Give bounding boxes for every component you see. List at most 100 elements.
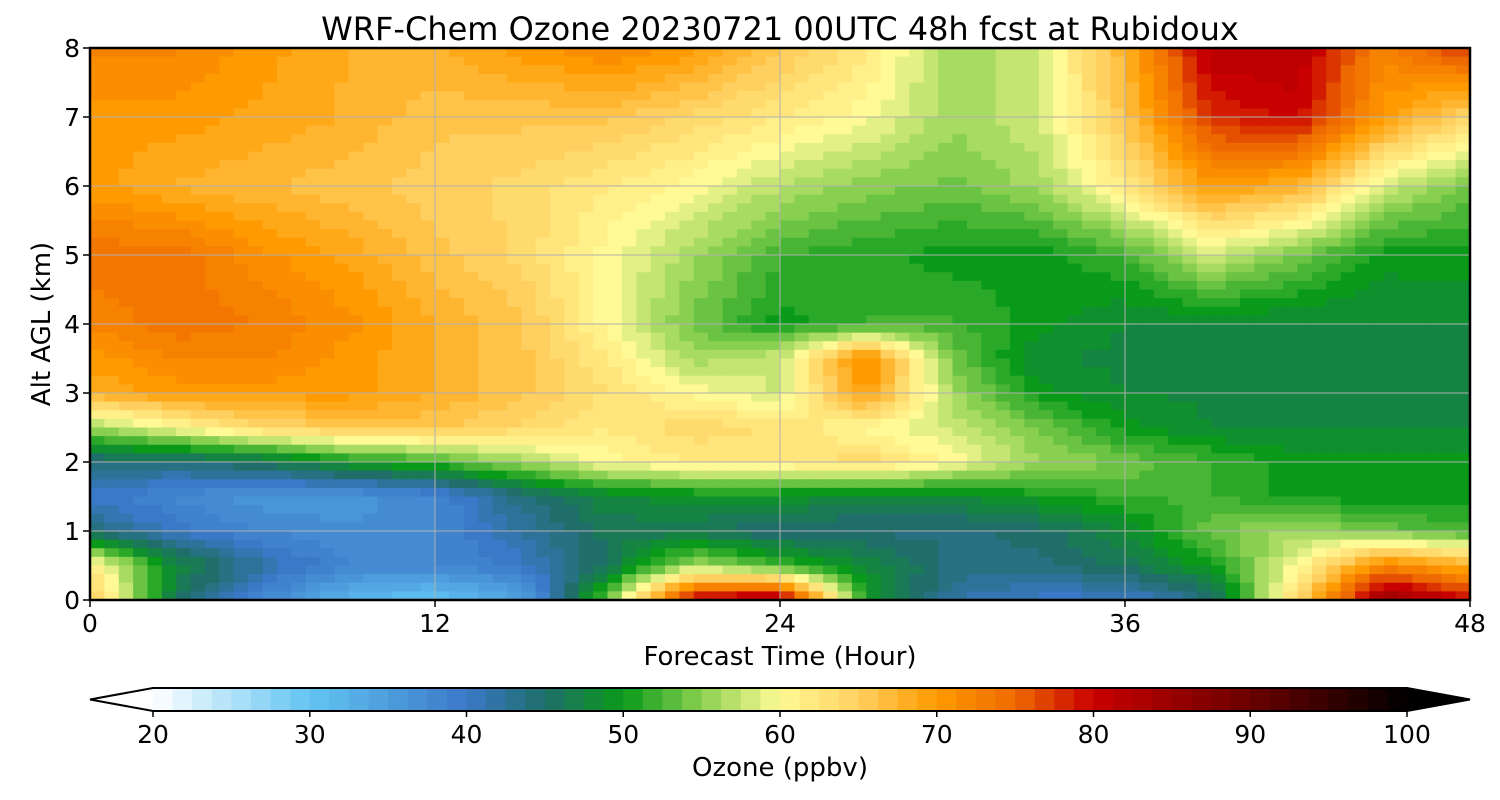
heatmap-cell	[578, 470, 594, 480]
heatmap-cell	[636, 410, 652, 420]
heatmap-cell	[363, 194, 379, 204]
heatmap-cell	[219, 272, 235, 282]
heatmap-cell	[837, 48, 853, 58]
heatmap-cell	[478, 487, 494, 498]
heatmap-cell	[665, 315, 680, 325]
heatmap-cell	[90, 186, 105, 196]
heatmap-cell	[506, 246, 522, 256]
heatmap-cell	[535, 246, 551, 256]
heatmap-cell	[1254, 436, 1270, 446]
heatmap-cell	[535, 56, 551, 66]
heatmap-cell	[866, 332, 882, 342]
heatmap-cell	[1369, 56, 1385, 66]
heatmap-cell	[952, 160, 968, 170]
heatmap-cell	[1168, 418, 1184, 429]
heatmap-cell	[291, 298, 307, 308]
heatmap-cell	[593, 418, 609, 429]
heatmap-cell	[420, 470, 436, 480]
heatmap-cell	[276, 194, 292, 204]
heatmap-cell	[219, 117, 235, 127]
heatmap-cell	[693, 108, 709, 118]
heatmap-cell	[1455, 73, 1470, 84]
heatmap-cell	[90, 298, 105, 308]
heatmap-cell	[492, 134, 508, 144]
heatmap-cell	[1010, 73, 1025, 84]
heatmap-cell	[1340, 186, 1356, 196]
heatmap-cell	[650, 263, 666, 273]
heatmap-cell	[406, 160, 422, 170]
heatmap-cell	[363, 117, 379, 127]
heatmap-cell	[578, 401, 594, 411]
heatmap-cell	[880, 487, 896, 498]
heatmap-cell	[1369, 229, 1385, 239]
heatmap-cell	[665, 48, 680, 58]
heatmap-cell	[966, 436, 982, 446]
heatmap-cell	[693, 229, 709, 239]
heatmap-cell	[118, 418, 134, 429]
heatmap-cell	[1153, 177, 1169, 187]
heatmap-cell	[780, 255, 795, 265]
heatmap-cell	[478, 332, 494, 342]
heatmap-cell	[866, 358, 882, 368]
heatmap-cell	[1254, 160, 1270, 170]
heatmap-cell	[478, 324, 494, 334]
heatmap-cell	[679, 168, 695, 178]
heatmap-cell	[1254, 444, 1270, 454]
heatmap-cell	[535, 418, 551, 429]
heatmap-cell	[1168, 315, 1184, 325]
heatmap-cell	[118, 298, 134, 308]
heatmap-cell	[1096, 332, 1112, 342]
heatmap-cell	[550, 151, 565, 161]
heatmap-cell	[1455, 418, 1470, 429]
heatmap-cell	[564, 393, 580, 403]
heatmap-cell	[995, 341, 1011, 351]
heatmap-cell	[708, 410, 724, 420]
heatmap-cell	[1168, 73, 1184, 84]
heatmap-cell	[147, 237, 163, 247]
heatmap-cell	[1067, 418, 1083, 429]
heatmap-cell	[607, 82, 623, 92]
heatmap-cell	[492, 91, 508, 101]
heatmap-cell	[521, 332, 537, 342]
heatmap-cell	[161, 151, 177, 161]
heatmap-cell	[722, 48, 738, 58]
heatmap-cell	[291, 73, 307, 84]
heatmap-cell	[981, 349, 997, 360]
heatmap-cell	[578, 125, 594, 135]
heatmap-cell	[1426, 444, 1442, 454]
heatmap-cell	[1139, 237, 1155, 247]
heatmap-cell	[851, 99, 867, 109]
heatmap-cell	[435, 367, 450, 377]
heatmap-cell	[1268, 117, 1284, 127]
heatmap-cell	[1110, 462, 1126, 472]
heatmap-cell	[506, 367, 522, 377]
heatmap-cell	[780, 211, 795, 222]
heatmap-cell	[1455, 444, 1470, 454]
heatmap-cell	[693, 237, 709, 247]
heatmap-cell	[391, 160, 407, 170]
heatmap-cell	[1067, 142, 1083, 153]
heatmap-cell	[463, 375, 479, 385]
heatmap-cell	[262, 393, 278, 403]
heatmap-cell	[1096, 246, 1112, 256]
heatmap-cell	[593, 375, 609, 385]
heatmap-cell	[1311, 82, 1327, 92]
heatmap-cell	[1225, 418, 1241, 429]
heatmap-cell	[909, 349, 925, 360]
heatmap-cell	[1110, 117, 1126, 127]
heatmap-cell	[1211, 384, 1227, 394]
heatmap-cell	[1398, 73, 1414, 84]
heatmap-cell	[1225, 108, 1241, 118]
heatmap-cell	[564, 341, 580, 351]
heatmap-cell	[1455, 306, 1470, 316]
heatmap-cell	[650, 470, 666, 480]
heatmap-cell	[248, 444, 264, 454]
heatmap-cell	[837, 203, 853, 213]
heatmap-cell	[952, 418, 968, 429]
heatmap-cell	[636, 487, 652, 498]
heatmap-cell	[1153, 453, 1169, 463]
heatmap-cell	[851, 272, 867, 282]
heatmap-cell	[1326, 255, 1342, 265]
heatmap-cell	[1067, 186, 1083, 196]
heatmap-cell	[952, 73, 968, 84]
